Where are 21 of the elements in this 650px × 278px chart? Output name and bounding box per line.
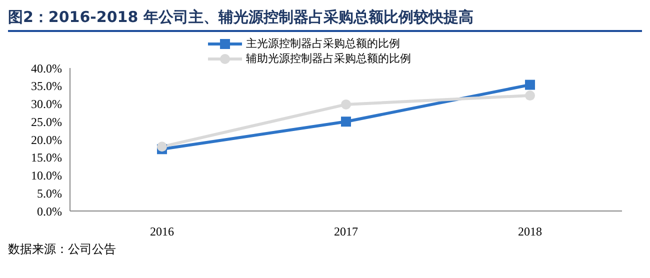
y-tick-label: 15.0% — [31, 150, 62, 165]
point — [157, 142, 167, 152]
y-tick-label: 40.0% — [31, 61, 62, 76]
source-note: 数据来源：公司公告 — [8, 241, 117, 258]
x-tick-label: 2016 — [150, 224, 174, 239]
point — [525, 90, 535, 101]
point — [341, 116, 351, 127]
point — [341, 99, 351, 110]
y-tick-label: 10.0% — [31, 168, 62, 183]
chart-title: 图2：2016-2018 年公司主、辅光源控制器占采购总额比例较快提高 — [8, 8, 642, 32]
legend-label: 主光源控制器占采购总额的比例 — [246, 36, 400, 51]
y-tick-label: 20.0% — [31, 132, 62, 147]
y-tick-label: 25.0% — [31, 114, 62, 129]
x-tick-label: 2018 — [518, 224, 542, 239]
point — [525, 80, 535, 90]
x-tick-label: 2017 — [334, 224, 358, 239]
legend-label: 辅助光源控制器占采购总额的比例 — [246, 51, 411, 66]
y-tick-label: 35.0% — [31, 79, 62, 94]
y-tick-label: 30.0% — [31, 97, 62, 112]
y-tick-label: 0.0% — [37, 204, 62, 218]
y-tick-label: 5.0% — [37, 186, 62, 200]
